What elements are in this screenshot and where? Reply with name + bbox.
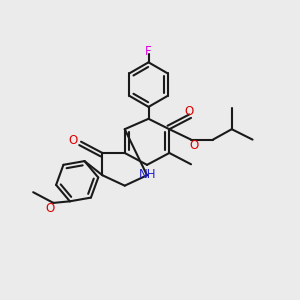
Text: O: O <box>68 134 77 147</box>
Text: O: O <box>189 139 199 152</box>
Text: NH: NH <box>139 168 156 181</box>
Text: O: O <box>184 106 193 118</box>
Text: O: O <box>45 202 55 215</box>
Text: F: F <box>145 44 152 58</box>
